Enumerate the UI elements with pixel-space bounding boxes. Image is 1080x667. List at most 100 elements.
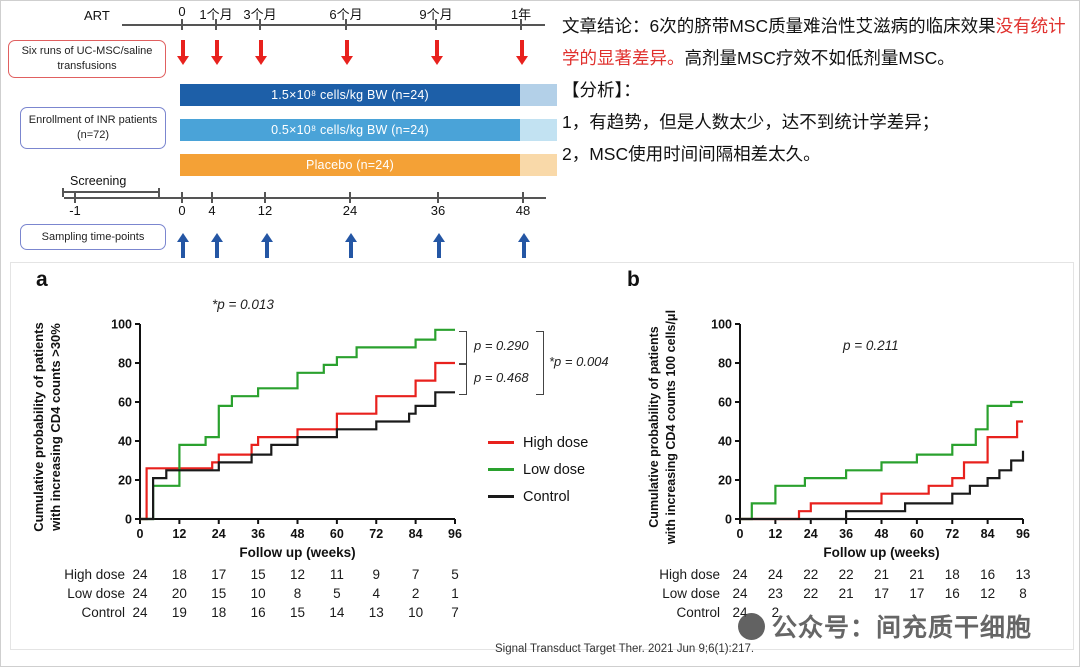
week-tick-label: 24 [342,203,358,218]
at-risk-value: 18 [944,567,960,582]
panel-a-xlabel: Follow up (weeks) [239,545,356,560]
art-tick-mark [345,19,347,30]
transfusion-arrow-icon [430,40,443,65]
at-risk-value: 5 [333,586,341,601]
svg-text:100: 100 [711,318,732,332]
comparison-pvalue-overall: *p = 0.004 [549,354,609,369]
at-risk-value: 24 [132,567,148,582]
panel-a-letter: a [36,268,48,291]
svg-text:40: 40 [118,435,132,449]
svg-text:60: 60 [910,527,924,541]
analysis-point-2: 2，MSC使用时间间隔相差太久。 [562,144,821,164]
sampling-arrow-icon [176,233,189,258]
week-tick-mark [74,192,76,203]
svg-text:24: 24 [804,527,818,541]
sampling-arrow-icon [432,233,445,258]
svg-text:80: 80 [118,357,132,371]
at-risk-value: 21 [838,586,854,601]
svg-text:40: 40 [718,435,732,449]
panel-a-pvalue: *p = 0.013 [212,297,274,312]
at-risk-row-label: High dose [64,567,125,582]
svg-text:0: 0 [125,513,132,527]
dose-bar-low-extension [520,119,557,141]
svg-text:60: 60 [118,396,132,410]
at-risk-value: 11 [329,567,344,582]
svg-text:84: 84 [409,527,423,541]
week-tick-mark [181,192,183,203]
svg-text:48: 48 [875,527,889,541]
at-risk-value: 9 [372,567,380,582]
panel-b-ylabel-line1: Cumulative probability of patients [647,326,661,528]
week-tick-label: 4 [208,203,216,218]
placebo-bar-extension [520,154,557,176]
legend-line-swatch [488,441,514,444]
svg-text:72: 72 [369,527,383,541]
week-tick-label: 0 [178,203,186,218]
at-risk-value: 7 [411,567,420,582]
svg-text:24: 24 [212,527,226,541]
svg-text:36: 36 [251,527,265,541]
at-risk-row-label: High dose [659,567,720,582]
placebo-bar-label: Placebo (n=24) [306,158,394,172]
at-risk-value: 5 [451,567,459,582]
dose-bar-high-extension [520,84,557,106]
week-tick-mark [211,192,213,203]
svg-text:84: 84 [981,527,995,541]
panel-b-pvalue: p = 0.211 [843,338,899,353]
week-tick-label: 12 [257,203,273,218]
at-risk-value: 17 [211,567,227,582]
analysis-point-1: 1，有趋势，但是人数太少，达不到统计学差异； [562,112,940,132]
at-risk-value: 15 [289,605,306,620]
panel-b-ylabel: Cumulative probability of patients with … [646,302,680,552]
at-risk-value: 8 [1019,586,1027,601]
at-risk-value: 19 [171,605,187,620]
art-tick-label: 0 [178,4,186,19]
week-timeline-line [64,197,546,199]
at-risk-value: 24 [132,586,148,601]
watermark-text: 公众号：间充质干细胞 [772,614,1033,642]
panel-b-letter: b [627,268,640,291]
art-tick-mark [181,19,183,30]
at-risk-value: 2 [771,605,780,620]
at-risk-value: 16 [250,605,266,620]
transfusion-arrow-icon [176,40,189,65]
at-risk-value: 24 [767,567,783,582]
transfusion-arrow-icon [515,40,528,65]
legend-label: Low dose [523,461,586,478]
commentary: 文章结论：6次的脐带MSC质量难治性艾滋病的临床效果没有统计学的显著差异。高剂量… [562,10,1074,170]
week-tick-label: -1 [69,203,81,218]
conclusion-text: 文章结论：6次的脐带MSC质量难治性艾滋病的临床效果没有统计学的显著差异。高剂量… [562,10,1074,74]
legend-label: High dose [523,434,589,451]
legend-item: High dose [488,429,588,456]
panel-b-xlabel: Follow up (weeks) [823,545,940,560]
transfusion-arrow-icon [254,40,267,65]
art-label: ART [84,8,110,23]
at-risk-value: 17 [873,586,890,601]
transfusion-arrow-icon [210,40,223,65]
at-risk-value: 24 [732,567,748,582]
dose-bar-low-label: 0.5×10⁸ cells/kg BW (n=24) [271,123,429,137]
legend: High dose Low dose Control [488,429,588,510]
svg-text:12: 12 [768,527,782,541]
art-timeline-line [122,24,545,26]
transfusion-box: Six runs of UC-MSC/saline transfusions [8,40,166,78]
sampling-arrow-icon [260,233,273,258]
at-risk-value: 23 [767,586,783,601]
at-risk-value: 8 [293,586,302,601]
comparison-pvalue-1: p = 0.290 [474,338,529,353]
at-risk-value: 4 [372,586,380,601]
dose-bar-high: 1.5×10⁸ cells/kg BW (n=24) [180,84,520,106]
at-risk-table-b: High dose 24 24 22 22 21 21 18 16 13 Low dose 24 23 2… [648,567,1048,627]
watermark-logo-icon [738,612,765,640]
legend-line-swatch [488,468,514,471]
week-tick-mark [349,192,351,203]
at-risk-value: 22 [838,567,854,582]
svg-text:80: 80 [718,357,732,371]
at-risk-value: 21 [873,567,890,582]
conclusion-prefix: 文章结论：6次的脐带MSC质量难治性艾滋病的临床效果 [562,16,996,36]
watermark: 公众号：间充质干细胞 [738,608,1032,644]
dose-bar-high-label: 1.5×10⁸ cells/kg BW (n=24) [271,88,429,102]
legend-item: Low dose [488,456,588,483]
at-risk-row-label: Control [81,605,125,620]
art-tick-label: 1个月 [199,7,233,22]
